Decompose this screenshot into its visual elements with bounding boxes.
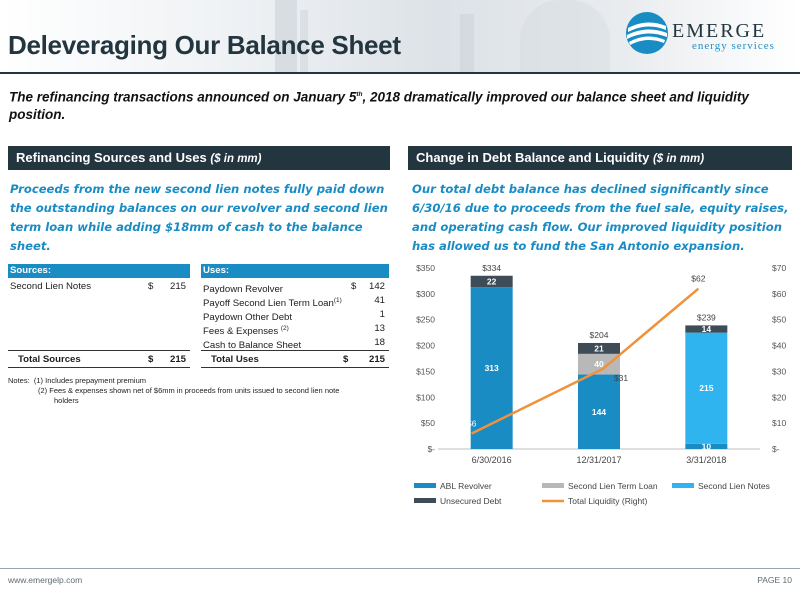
uses-row-label: Cash to Balance Sheet — [203, 340, 302, 352]
uses-total-dollar: $ — [343, 354, 349, 365]
uses-row-value: 1 — [379, 309, 385, 320]
bar-segment — [685, 332, 728, 444]
sources-row-value: 215 — [169, 281, 186, 292]
sources-table: Sources: Second Lien Notes $ 215 Total S… — [8, 264, 190, 368]
footnotes: Notes: (1) Includes prepayment premium (… — [8, 376, 340, 405]
bar-data-label: 14 — [702, 324, 712, 334]
uses-total-rule — [201, 350, 389, 351]
y-tick-label: $- — [427, 444, 435, 454]
y2-tick-label: $70 — [772, 263, 786, 273]
x-tick-label: 3/31/2018 — [686, 455, 726, 465]
sources-uses-intro: Proceeds from the new second lien notes … — [10, 182, 388, 253]
y2-tick-label: $40 — [772, 341, 786, 351]
liquidity-data-label: $62 — [691, 274, 705, 284]
bar-data-label: 21 — [594, 343, 604, 353]
y2-tick-label: $20 — [772, 392, 786, 402]
legend-label: ABL Revolver — [440, 481, 492, 491]
y2-tick-label: $50 — [772, 315, 786, 325]
y-tick-label: $250 — [416, 315, 435, 325]
footnote-2: (2) Fees & expenses shown net of $6mm in… — [38, 386, 340, 395]
sources-header: Sources: — [8, 264, 190, 278]
legend-label: Total Liquidity (Right) — [568, 496, 648, 506]
section-header-debt-liquidity: Change in Debt Balance and Liquidity ($ … — [408, 146, 792, 170]
y-tick-label: $300 — [416, 289, 435, 299]
sources-total-value: 215 — [169, 354, 186, 365]
y-tick-label: $200 — [416, 341, 435, 351]
uses-row-label: Paydown Other Debt — [203, 312, 293, 324]
y2-tick-label: $10 — [772, 418, 786, 428]
legend-swatch — [414, 483, 436, 488]
header-rule — [0, 72, 800, 74]
bar-total-label: $334 — [482, 263, 501, 273]
bar-segment — [578, 374, 620, 449]
uses-row-value: 13 — [374, 323, 385, 334]
y-tick-label: $150 — [416, 366, 435, 376]
bar-segment — [578, 342, 620, 354]
liquidity-data-label: $31 — [614, 373, 628, 383]
x-tick-label: 6/30/2016 — [472, 455, 512, 465]
uses-row-label: Fees & Expenses (2) — [203, 325, 289, 338]
company-logo: EMERGE energy services — [622, 6, 792, 56]
logo-tagline: energy services — [692, 40, 775, 52]
legend-swatch — [414, 498, 436, 503]
y2-tick-label: $60 — [772, 289, 786, 299]
uses-row-label: Payoff Second Lien Term Loan(1) — [203, 297, 342, 310]
debt-liquidity-chart: $- $50 $100 $150 $200 $250 $300 $350 $- $10 $20 $30… — [410, 256, 794, 512]
bar-data-label: 40 — [594, 359, 604, 369]
sources-row-dollar: $ — [148, 281, 154, 292]
bar-data-label: 22 — [487, 276, 497, 286]
bar-segment — [685, 325, 728, 333]
bar-segment — [470, 275, 513, 288]
sources-row-label: Second Lien Notes — [10, 281, 92, 292]
sources-bottom-rule — [8, 367, 190, 368]
bar-data-label: 313 — [485, 363, 499, 373]
bar-segment — [685, 443, 728, 449]
uses-row-dollar: $ — [351, 281, 357, 292]
logo-wordmark: EMERGE — [672, 20, 767, 42]
bar-total-label: $204 — [590, 330, 609, 340]
uses-total-label: Total Uses — [211, 354, 259, 365]
y2-tick-label: $- — [772, 444, 780, 454]
uses-row-value: 142 — [368, 281, 385, 292]
sources-total-dollar: $ — [148, 354, 154, 365]
bar-total-label: $239 — [697, 312, 716, 322]
uses-table: Uses: Paydown Revolver $ 142 Payoff Seco… — [201, 264, 389, 368]
bar-segment — [470, 287, 513, 449]
page-number: PAGE 10 — [757, 575, 792, 585]
legend-swatch — [672, 483, 694, 488]
y-tick-label: $50 — [421, 418, 435, 428]
uses-total-value: 215 — [368, 354, 385, 365]
uses-row-label: Paydown Revolver — [203, 284, 283, 296]
footer-rule — [0, 568, 800, 569]
legend-swatch — [542, 483, 564, 488]
liquidity-line — [471, 287, 700, 435]
liquidity-data-label: $6 — [467, 418, 477, 428]
bar-data-label: 144 — [592, 407, 606, 417]
x-tick-label: 12/31/2017 — [576, 455, 621, 465]
uses-header: Uses: — [201, 264, 389, 278]
uses-row-value: 41 — [374, 295, 385, 306]
footnote-2-cont: holders — [54, 396, 79, 405]
y2-tick-label: $30 — [772, 366, 786, 376]
bar-segment — [578, 353, 620, 375]
sources-total-label: Total Sources — [18, 354, 81, 365]
chart-canvas: $- $50 $100 $150 $200 $250 $300 $350 $- $10 $20 $30… — [414, 263, 786, 506]
page-title: Deleveraging Our Balance Sheet — [8, 30, 401, 60]
globe-logo-icon — [626, 12, 668, 54]
footer-url[interactable]: www.emergelp.com — [8, 575, 83, 585]
debt-liquidity-intro: Our total debt balance has declined sign… — [412, 182, 789, 253]
footnote-1: (1) Includes prepayment premium — [33, 376, 146, 385]
uses-bottom-rule — [201, 367, 389, 368]
y-tick-label: $100 — [416, 392, 435, 402]
section-header-sources-uses: Refinancing Sources and Uses ($ in mm) — [8, 146, 390, 170]
y-tick-label: $350 — [416, 263, 435, 273]
bar-data-label: 215 — [699, 383, 713, 393]
uses-row-value: 18 — [374, 337, 385, 348]
legend-label: Second Lien Term Loan — [568, 481, 658, 491]
legend-label: Unsecured Debt — [440, 496, 502, 506]
sources-total-rule — [8, 350, 190, 351]
bar-data-label: 10 — [702, 441, 712, 451]
slide-subtitle: The refinancing transactions announced o… — [9, 89, 749, 122]
legend-label: Second Lien Notes — [698, 481, 770, 491]
